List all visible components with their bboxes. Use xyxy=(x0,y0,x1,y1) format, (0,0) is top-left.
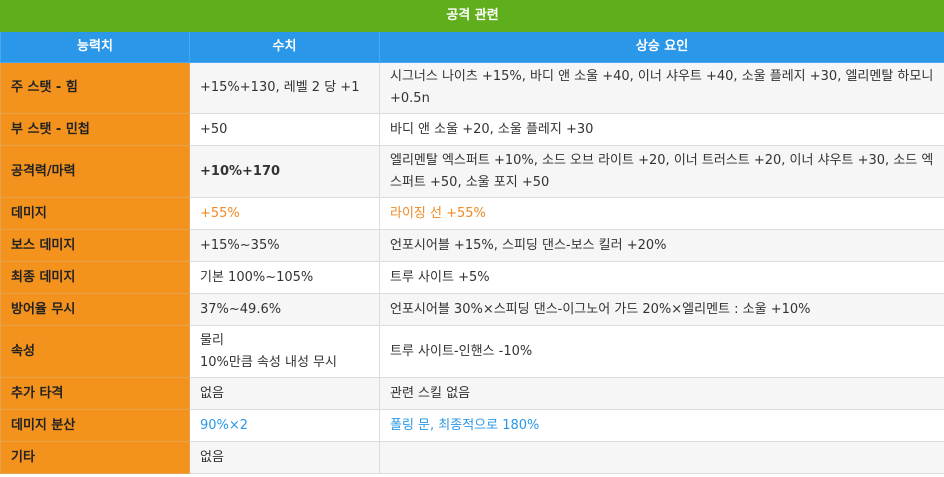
row-label: 데미지 xyxy=(0,197,190,230)
row-label: 보스 데미지 xyxy=(0,229,190,262)
row-label: 공격력/마력 xyxy=(0,145,190,198)
row-value: +50 xyxy=(189,113,380,146)
table-row: 최종 데미지 기본 100%~105% 트루 사이트 +5% xyxy=(0,261,944,294)
row-value: 90%×2 xyxy=(189,409,380,442)
table-row: 속성 물리 10%만큼 속성 내성 무시 트루 사이트-인핸스 -10% xyxy=(0,325,944,378)
row-value: 없음 xyxy=(189,441,380,474)
header-stat: 능력치 xyxy=(0,31,190,63)
table-row: 부 스탯 - 민첩 +50 바디 앤 소울 +20, 소울 플레지 +30 xyxy=(0,113,944,146)
row-factor: 언포시어블 +15%, 스피딩 댄스-보스 킬러 +20% xyxy=(378,229,944,262)
table-title: 공격 관련 xyxy=(0,0,944,32)
table-row: 추가 타격 없음 관련 스킬 없음 xyxy=(0,377,944,410)
row-factor: 트루 사이트-인핸스 -10% xyxy=(378,325,944,378)
header-factor: 상승 요인 xyxy=(378,31,944,63)
row-factor: 시그너스 나이츠 +15%, 바디 앤 소울 +40, 이너 샤우트 +40, … xyxy=(378,62,944,114)
row-value: +10%+170 xyxy=(189,145,380,198)
row-factor: 관련 스킬 없음 xyxy=(378,377,944,410)
row-factor: 바디 앤 소울 +20, 소울 플레지 +30 xyxy=(378,113,944,146)
row-label: 기타 xyxy=(0,441,190,474)
table-row: 주 스탯 - 힘 +15%+130, 레벨 2 당 +1 시그너스 나이츠 +1… xyxy=(0,62,944,114)
row-label: 부 스탯 - 민첩 xyxy=(0,113,190,146)
row-factor: 엘리멘탈 엑스퍼트 +10%, 소드 오브 라이트 +20, 이너 트러스트 +… xyxy=(378,145,944,198)
header-value: 수치 xyxy=(189,31,380,63)
table-row: 데미지 분산 90%×2 폴링 문, 최종적으로 180% xyxy=(0,409,944,442)
table-row: 기타 없음 xyxy=(0,441,944,474)
row-factor: 트루 사이트 +5% xyxy=(378,261,944,294)
row-factor: 언포시어블 30%×스피딩 댄스-이그노어 가드 20%×엘리멘트 : 소울 +… xyxy=(378,293,944,326)
row-label: 방어율 무시 xyxy=(0,293,190,326)
row-label: 최종 데미지 xyxy=(0,261,190,294)
row-value: 37%~49.6% xyxy=(189,293,380,326)
table-row: 방어율 무시 37%~49.6% 언포시어블 30%×스피딩 댄스-이그노어 가… xyxy=(0,293,944,326)
row-value: +15%~35% xyxy=(189,229,380,262)
row-label: 추가 타격 xyxy=(0,377,190,410)
row-value: 없음 xyxy=(189,377,380,410)
table-row: 데미지 +55% 라이징 선 +55% xyxy=(0,197,944,230)
row-value: +55% xyxy=(189,197,380,230)
row-value: 물리 10%만큼 속성 내성 무시 xyxy=(189,325,380,378)
row-label: 주 스탯 - 힘 xyxy=(0,62,190,114)
row-value: 기본 100%~105% xyxy=(189,261,380,294)
row-factor: 라이징 선 +55% xyxy=(378,197,944,230)
row-value: +15%+130, 레벨 2 당 +1 xyxy=(189,62,380,114)
row-label: 데미지 분산 xyxy=(0,409,190,442)
row-label: 속성 xyxy=(0,325,190,378)
table-row: 공격력/마력 +10%+170 엘리멘탈 엑스퍼트 +10%, 소드 오브 라이… xyxy=(0,145,944,198)
row-factor xyxy=(378,441,944,474)
table-row: 보스 데미지 +15%~35% 언포시어블 +15%, 스피딩 댄스-보스 킬러… xyxy=(0,229,944,262)
row-factor: 폴링 문, 최종적으로 180% xyxy=(378,409,944,442)
